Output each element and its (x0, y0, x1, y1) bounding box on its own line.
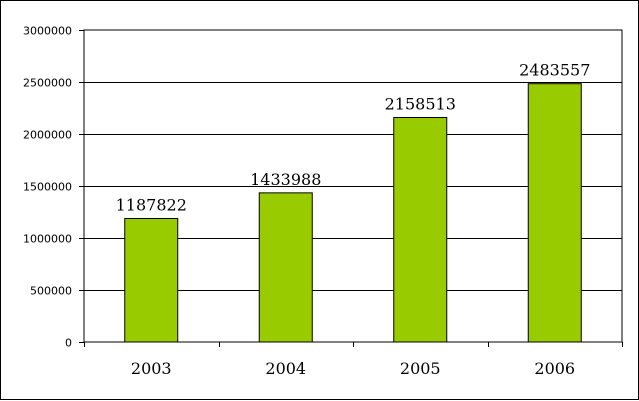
y-tick-label: 2000000 (23, 129, 72, 142)
y-tick-label: 1500000 (23, 181, 72, 194)
y-tick-label: 0 (65, 337, 72, 350)
bar-2004 (258, 192, 313, 343)
y-tick-label: 2500000 (23, 77, 72, 90)
x-tick-label: 2004 (265, 359, 306, 378)
data-label: 1187822 (116, 195, 187, 214)
x-tick-label: 2005 (400, 359, 441, 378)
data-label: 1433988 (250, 170, 321, 189)
bar-2005 (393, 117, 448, 343)
y-tick-label: 500000 (30, 285, 72, 298)
labels: 0 500000 1000000 1500000 2000000 2500000 30000… (23, 25, 590, 379)
y-tick-label: 3000000 (23, 25, 72, 38)
bar-2006 (527, 83, 582, 343)
x-tick-label: 2006 (534, 359, 575, 378)
axes (79, 29, 623, 347)
bars (124, 83, 582, 343)
x-tick-label: 2003 (131, 359, 172, 378)
y-tick-label: 1000000 (23, 233, 72, 246)
bar-2003 (124, 217, 179, 343)
data-label: 2483557 (519, 61, 590, 80)
data-label: 2158513 (385, 95, 456, 114)
